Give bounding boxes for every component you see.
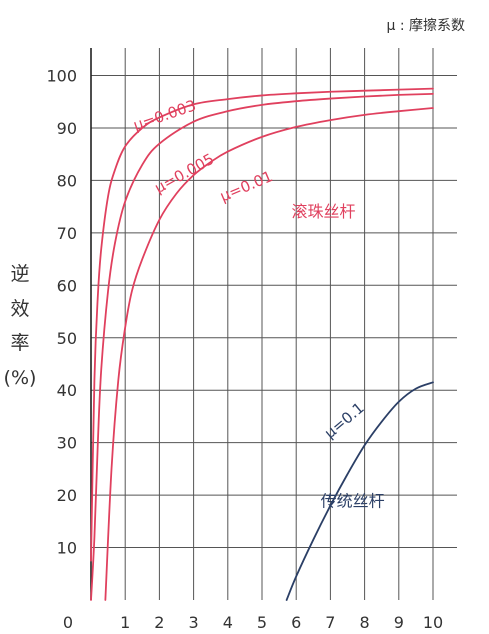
y-axis-label: 效 — [10, 298, 29, 320]
friction-coefficient-note: μ : 摩擦系数 — [386, 17, 465, 34]
x-tick-label: 10 — [423, 613, 443, 632]
y-axis-label: (%) — [4, 367, 37, 389]
series-group — [90, 87, 434, 601]
y-tick-label: 70 — [57, 224, 77, 243]
x-tick-label: 0 — [63, 613, 73, 632]
x-tick-label: 4 — [223, 613, 233, 632]
series-label: μ=0.01 — [217, 167, 275, 205]
series-line — [90, 87, 434, 562]
y-tick-label: 80 — [57, 171, 77, 190]
y-axis-label: 逆 — [10, 263, 29, 285]
grid-lines — [91, 48, 457, 600]
x-tick-label: 8 — [360, 613, 370, 632]
y-tick-label: 10 — [57, 539, 77, 558]
series-label: μ=0.005 — [152, 150, 218, 197]
series-label: μ=0.003 — [131, 96, 198, 134]
x-tick-label: 1 — [120, 613, 130, 632]
y-tick-label: 100 — [46, 67, 77, 86]
x-tick-label: 2 — [154, 613, 164, 632]
series-line — [104, 107, 434, 601]
group-label: 滚珠丝杆 — [292, 202, 356, 221]
x-tick-label: 6 — [291, 613, 301, 632]
x-tick-label: 9 — [394, 613, 404, 632]
group-label: 传统丝杆 — [321, 492, 385, 511]
x-tick-label: 3 — [189, 613, 199, 632]
series-label: μ=0.1 — [321, 399, 368, 442]
y-tick-label: 90 — [57, 119, 77, 138]
y-tick-label: 60 — [57, 276, 77, 295]
y-tick-label: 20 — [57, 486, 77, 505]
labels: μ : 摩擦系数 μ=0.003 μ=0.005 μ=0.01 μ=0.1 滚珠丝杆传统丝… — [131, 17, 465, 511]
y-tick-label: 50 — [57, 329, 77, 348]
y-tick-label: 40 — [57, 381, 77, 400]
y-axis-label: 率 — [10, 332, 29, 354]
series-line — [285, 381, 434, 601]
series-line — [90, 92, 434, 601]
y-tick-label: 30 — [57, 434, 77, 453]
x-tick-label: 5 — [257, 613, 267, 632]
axes: 0 1 2 3 4 5 6 7 8 9 10 10 20 30 40 50 60 70 80 90 100 逆效率 (%) — [4, 48, 443, 632]
x-tick-label: 7 — [325, 613, 335, 632]
